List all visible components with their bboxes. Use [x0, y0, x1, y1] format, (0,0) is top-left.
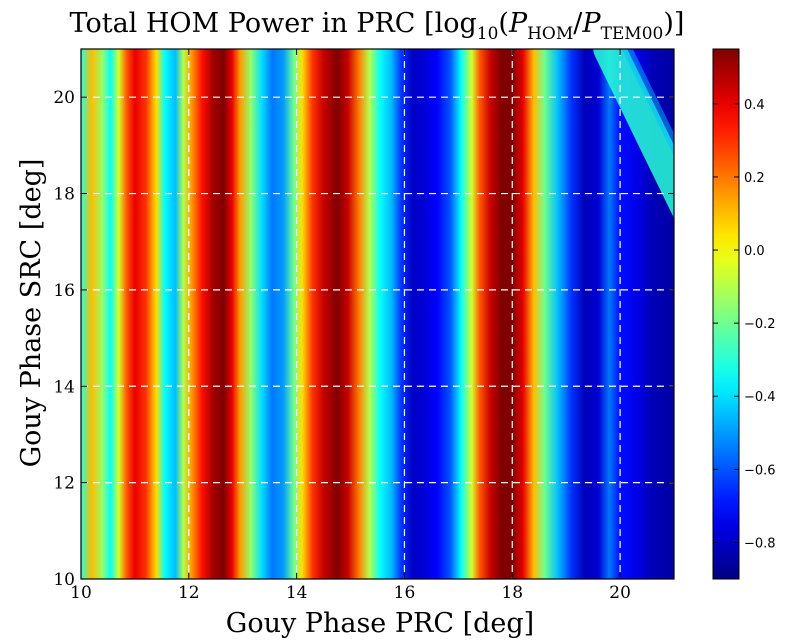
chart-title: Total HOM Power in PRC [log10(PHOM/PTEM0…	[70, 8, 685, 44]
x-axis-label: Gouy Phase PRC [deg]	[226, 608, 534, 639]
heatmap-field	[81, 49, 674, 579]
colorbar-tick-label: −0.2	[744, 317, 776, 332]
colorbar-tick-label: 0.4	[744, 98, 765, 113]
x-tick-label: 14	[286, 583, 308, 603]
y-axis-label: Gouy Phase SRC [deg]	[16, 159, 47, 468]
y-tick-label: 20	[53, 88, 75, 108]
diagonal-band	[593, 49, 674, 219]
y-tick-label: 16	[53, 281, 75, 301]
y-axis-ticks: 10 12 14 16 18 20	[53, 88, 674, 590]
colorbar-tick-label: −0.8	[744, 536, 776, 551]
x-tick-label: 10	[70, 583, 92, 603]
x-tick-label: 12	[178, 583, 200, 603]
x-axis-ticks: 10 12 14 16 18 20	[70, 49, 631, 603]
colorbar-tick-label: −0.4	[744, 390, 776, 405]
colorbar-tick-label: −0.6	[744, 463, 776, 478]
colorbar	[712, 48, 740, 580]
x-tick-label: 20	[609, 583, 631, 603]
colorbar-tick-label: 0.2	[744, 171, 765, 186]
colorbar-ticks: 0.4 0.2 0.0 −0.2 −0.4 −0.6 −0.8	[713, 98, 776, 551]
y-tick-label: 12	[53, 474, 75, 494]
colorbar-tick-label: 0.0	[744, 244, 765, 259]
grid-lines	[81, 49, 674, 579]
plot-area	[81, 49, 674, 579]
y-tick-label: 10	[53, 570, 75, 590]
y-tick-label: 14	[53, 377, 75, 397]
x-tick-label: 18	[501, 583, 523, 603]
y-tick-label: 18	[53, 185, 75, 205]
x-tick-label: 16	[394, 583, 416, 603]
plot-frame	[80, 48, 675, 580]
heatmap-overlays	[593, 49, 674, 219]
diagonal-band-edge	[622, 49, 674, 157]
